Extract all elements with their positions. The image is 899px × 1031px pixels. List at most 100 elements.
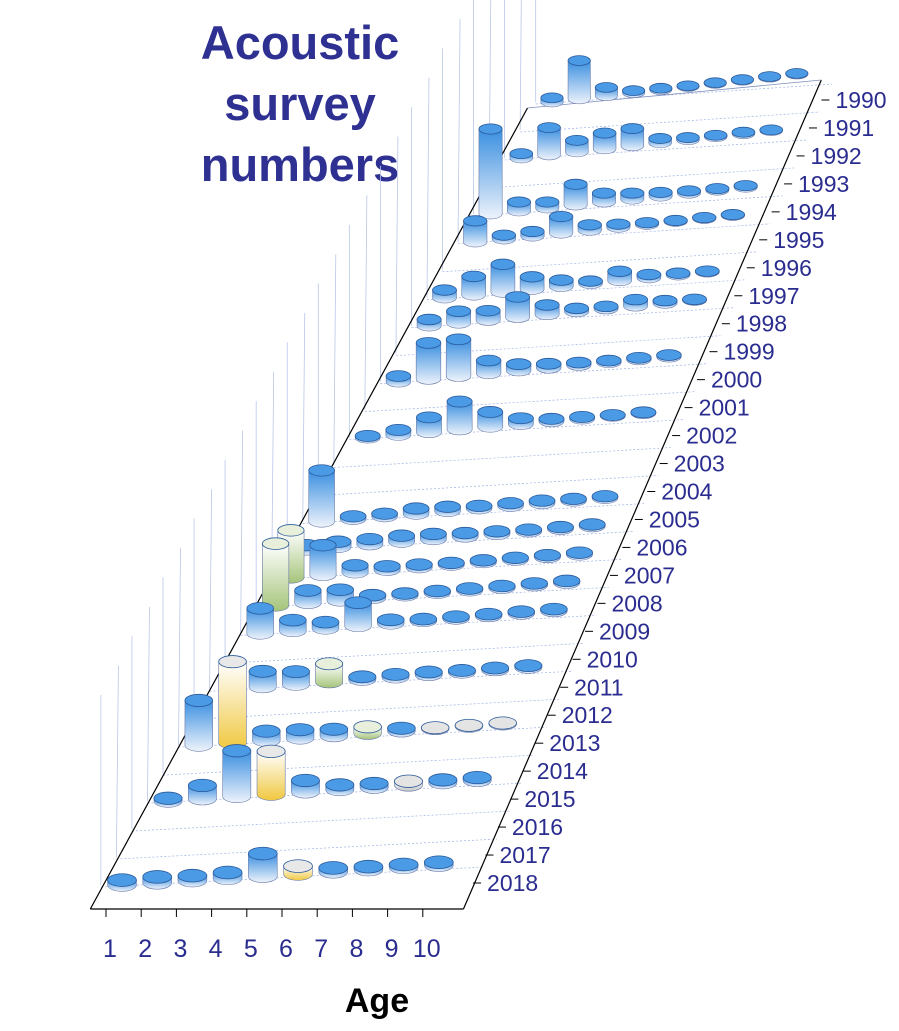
bar-2018-age-1	[107, 873, 137, 892]
bar-2006-age-7	[483, 525, 511, 540]
row-gridline	[333, 447, 671, 468]
bar-2018-age-4	[212, 865, 243, 886]
bar-top	[703, 77, 727, 89]
bar-top	[507, 412, 534, 425]
bar-2009-age-2	[279, 613, 307, 638]
bar-2005-age-5	[434, 500, 461, 517]
bar-top	[578, 518, 606, 531]
bar-top	[393, 774, 423, 788]
bar-2005-age-9	[560, 492, 587, 507]
bar-1990-age-4	[622, 85, 646, 98]
bar-1998-age-7	[593, 300, 619, 315]
bar-top	[509, 148, 534, 160]
bar-2005-age-10	[591, 490, 619, 504]
bar-2005-age-6	[465, 499, 493, 515]
bar-top	[428, 773, 458, 787]
bar-2006-age-4	[388, 529, 416, 548]
bar-2013-age-1	[184, 693, 214, 752]
bar-2011-age-7	[414, 665, 443, 681]
bar-2000-age-7	[566, 356, 592, 371]
bar-body	[246, 608, 274, 640]
bar-top	[308, 464, 335, 477]
bar-top	[676, 185, 701, 197]
bar-top	[636, 268, 662, 281]
bar-1994-age-10	[733, 180, 758, 193]
bar-top	[359, 776, 389, 791]
bar-1998-age-10	[682, 293, 708, 306]
bar-body	[463, 220, 488, 248]
bar-2011-age-5	[348, 670, 377, 686]
bar-top	[318, 861, 349, 875]
bar-1997-age-1	[432, 284, 457, 304]
bar-top	[577, 219, 602, 231]
bar-2008-age-10	[552, 574, 581, 589]
bar-2018-age-10	[423, 855, 454, 872]
bar-top	[153, 791, 183, 805]
bar-top	[630, 406, 657, 419]
bar-top	[309, 539, 337, 552]
bar-top	[248, 664, 277, 678]
year-tick-label: 2009	[599, 618, 650, 644]
bar-top	[290, 773, 320, 788]
bar-top	[731, 126, 756, 138]
bar-top	[388, 529, 416, 542]
bar-1998-age-4	[505, 291, 531, 323]
bar-top	[501, 551, 529, 564]
bar-2013-age-8	[420, 721, 450, 736]
bar-top	[520, 225, 545, 238]
year-tick-label: 1992	[811, 143, 862, 169]
wall-gridline	[364, 195, 368, 410]
wall-gridline	[395, 136, 399, 354]
bar-body	[549, 216, 574, 239]
bar-top	[758, 71, 782, 82]
bar-2009-age-10	[540, 602, 568, 618]
bar-2002-age-8	[569, 411, 596, 425]
bar-2006-age-10	[578, 518, 606, 533]
row-gridline	[318, 475, 659, 496]
bar-2008-age-6	[423, 584, 451, 599]
bar-top	[540, 92, 564, 104]
bar-top	[277, 524, 305, 537]
bar-2008-age-5	[391, 587, 419, 602]
bar-1992-age-9	[731, 126, 756, 139]
bar-2015-age-1	[153, 791, 183, 808]
bar-1992-age-6	[648, 133, 672, 148]
x-axis-title: Age	[345, 982, 409, 1020]
bar-1997-age-5	[548, 274, 574, 292]
bar-top	[560, 492, 587, 505]
bar-2007-age-3	[341, 559, 369, 579]
bar-top	[648, 133, 672, 144]
bar-body	[620, 128, 645, 152]
bar-top	[676, 80, 700, 92]
bar-top	[325, 778, 355, 792]
bar-top	[212, 865, 243, 880]
year-tick-label: 2003	[674, 451, 725, 477]
bar-2011-age-4	[315, 657, 344, 689]
year-tick-label: 1995	[773, 227, 824, 253]
bar-top	[477, 406, 504, 418]
bar-2008-age-8	[488, 579, 516, 594]
bar-2018-age-2	[142, 870, 173, 890]
bar-2015-age-5	[290, 773, 320, 799]
bar-top	[528, 494, 556, 507]
bar-top	[462, 770, 492, 785]
bar-2013-age-4	[285, 723, 315, 745]
chart-title-line-3: numbers	[200, 138, 400, 191]
year-tick-label: 2015	[524, 786, 575, 812]
bar-top	[538, 412, 565, 425]
bar-top	[388, 857, 419, 872]
wall-gridline	[240, 430, 244, 634]
bar-top	[339, 510, 367, 523]
bar-top	[344, 596, 372, 609]
row-gridline	[194, 698, 560, 720]
bar-top	[547, 520, 574, 534]
bar-body	[563, 183, 588, 211]
bar-top	[354, 430, 381, 442]
bar-1990-age-2	[567, 55, 591, 105]
bar-1995-age-5	[577, 219, 602, 236]
bar-2013-age-9	[454, 718, 484, 733]
bar-1992-age-4	[592, 127, 617, 155]
bar-top	[505, 291, 531, 303]
age-tick-label: 1	[103, 935, 117, 963]
